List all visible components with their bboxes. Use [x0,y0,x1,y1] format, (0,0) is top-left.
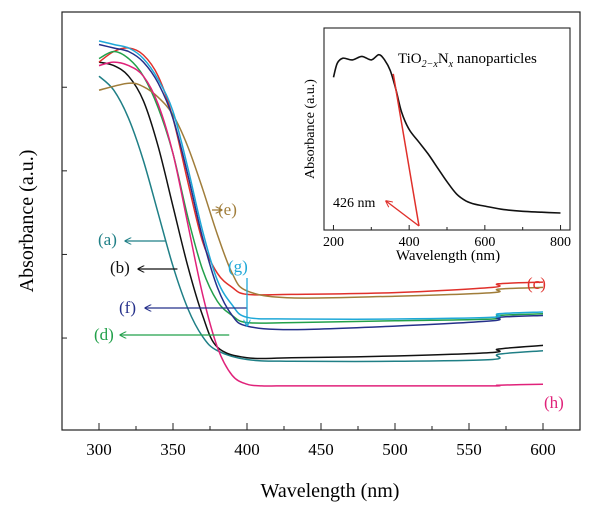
main-x-tick-label: 300 [86,440,112,459]
series-label-c: (c) [527,274,546,293]
main-series-labels: (a) (b) (c) (d) (e) (f) (g) (h) [94,200,564,412]
series-label-f: (f) [119,298,136,317]
series-line-h [98,61,544,387]
inset-x-axis-label: Wavelength (nm) [396,248,500,264]
main-x-tick-label: 550 [456,440,482,459]
series-line-a [98,75,544,363]
series-line-d [98,50,544,324]
main-x-ticks: 300 350 400 450 500 550 600 [62,86,556,459]
inset-x-tick-label: 600 [474,235,495,250]
inset-title-part: TiO [398,51,422,67]
series-label-h: (h) [544,393,564,412]
main-series [98,40,544,387]
main-x-tick-label: 500 [382,440,408,459]
inset-annotation-arrow [386,201,420,227]
inset-plot-frame [323,27,571,231]
inset-title-part: nanoparticles [453,51,537,67]
inset-series-line [332,53,561,214]
inset-title-part: x [448,59,454,70]
inset-annotation: 426 nm [333,196,420,227]
inset-x-ticks: 200 400 600 800 [323,225,571,250]
series-line-c [98,47,544,296]
series-line-g [98,40,544,320]
series-label-b: (b) [110,258,130,277]
inset-x-tick-label: 800 [550,235,571,250]
series-label-e: (e) [218,200,237,219]
inset-x-tick-label: 200 [323,235,344,250]
series-label-d: (d) [94,325,114,344]
series-line-f [98,43,544,331]
main-x-tick-label: 600 [530,440,556,459]
main-x-tick-label: 400 [234,440,260,459]
inset-x-tick-label: 400 [399,235,420,250]
series-label-g: (g) [228,257,248,276]
inset-series [332,53,561,227]
main-y-axis-label: Absorbance (a.u.) [16,150,38,293]
main-x-tick-label: 350 [160,440,186,459]
inset-annotation-label: 426 nm [333,196,376,211]
inset-title-part: N [438,51,449,67]
main-x-axis-label: Wavelength (nm) [261,480,400,502]
inset-title-part: 2−x [422,59,439,70]
series-label-a: (a) [98,230,117,249]
main-x-tick-label: 450 [308,440,334,459]
inset-y-axis-label: Absorbance (a.u.) [303,79,318,179]
series-line-e [98,82,544,299]
inset-tangent-line [392,73,420,227]
inset-title: TiO2−xNx nanoparticles [398,51,537,70]
